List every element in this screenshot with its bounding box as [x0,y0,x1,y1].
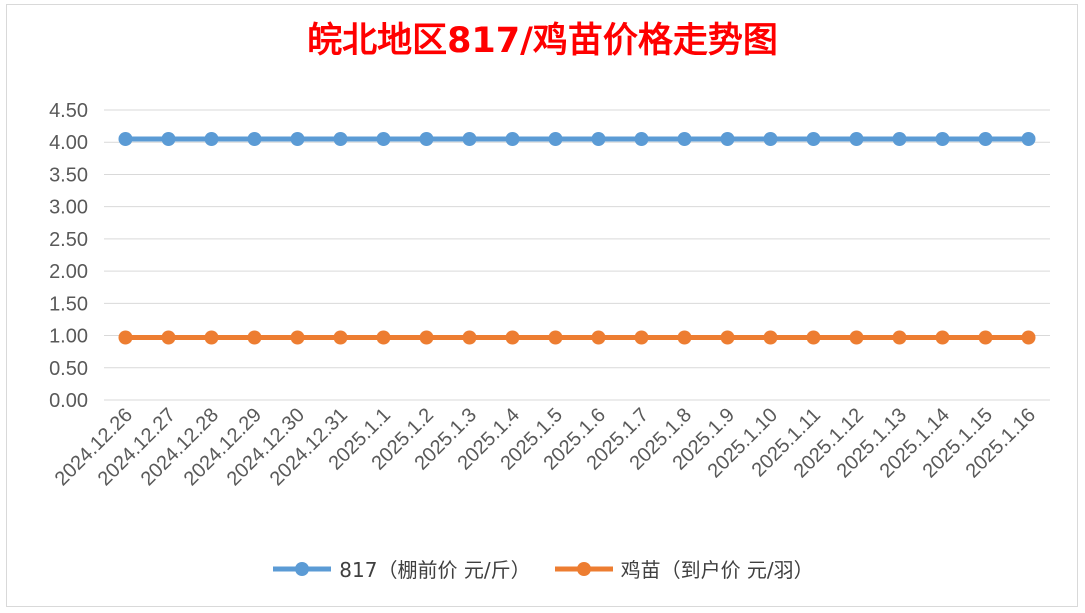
data-point [935,330,950,345]
y-tick-label: 0.00 [49,390,88,412]
data-point [290,330,305,345]
data-point [806,132,821,146]
data-point [591,330,606,345]
legend-label-chick: 鸡苗（到户价 元/羽） [620,558,814,582]
data-point [892,132,907,146]
data-point [548,132,563,146]
data-point [634,330,649,345]
data-point [376,330,391,345]
legend-entry-chick: 鸡苗（到户价 元/羽） [553,554,814,583]
data-point [763,132,778,146]
data-point [892,330,907,345]
data-point [677,330,692,345]
series-lines [118,132,1036,345]
data-point [1021,330,1036,345]
data-point [505,330,520,345]
data-point [333,132,348,146]
data-point [505,132,520,146]
data-point [935,132,950,146]
legend-marker-817 [273,561,332,576]
data-point [204,132,219,146]
data-point [204,330,219,345]
y-tick-label: 4.00 [49,132,88,154]
legend-label-817: 817（棚前价 元/斤） [339,558,531,582]
y-tick-label: 0.50 [49,358,88,380]
data-point [806,330,821,345]
legend-entry-817: 817（棚前价 元/斤） [271,554,531,583]
data-point [978,330,993,345]
data-point [548,330,563,345]
data-point [720,330,735,345]
x-tick-labels: 2024.12.262024.12.272024.12.282024.12.29… [51,404,1040,490]
data-point [849,330,864,345]
y-tick-label: 1.50 [49,293,88,315]
data-point [1021,132,1036,146]
y-tick-labels: 0.00 0.50 1.00 1.50 2.00 2.50 3.00 3.50 4.00 4.50 [49,100,88,412]
y-tick-label: 2.00 [49,261,88,283]
data-point [978,132,993,146]
data-point [118,330,133,345]
chart-title: 皖北地区817/鸡苗价格走势图 [307,21,778,61]
data-point [591,132,606,146]
y-tick-label: 3.00 [49,197,88,219]
data-point [161,132,176,146]
data-point [333,330,348,345]
data-point [634,132,649,146]
data-point [118,132,133,146]
data-point [419,330,434,345]
y-tick-label: 4.50 [49,100,88,122]
data-point [720,132,735,146]
legend-marker-chick [554,561,613,576]
data-point [247,330,262,345]
y-tick-label: 3.50 [49,164,88,186]
data-point [462,132,477,146]
data-point [290,132,305,146]
data-point [677,132,692,146]
gridlines [104,109,1050,401]
data-point [462,330,477,345]
legend: 817（棚前价 元/斤） 鸡苗（到户价 元/羽） [0,554,1085,583]
data-point [419,132,434,146]
chart-frame [6,4,1078,607]
data-point [376,132,391,146]
y-tick-label: 2.50 [49,229,88,251]
data-point [763,330,778,345]
data-point [247,132,262,146]
y-tick-label: 1.00 [49,326,88,348]
data-point [161,330,176,345]
data-point [849,132,864,146]
